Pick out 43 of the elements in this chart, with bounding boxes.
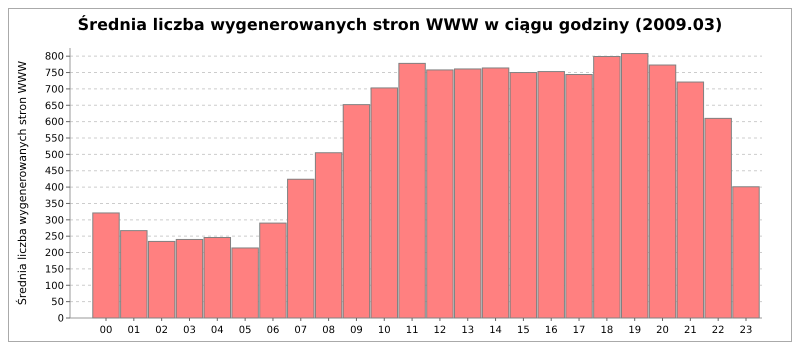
x-tick-label: 08 [322, 325, 335, 336]
x-tick-label: 17 [572, 325, 586, 336]
x-tick-label: 18 [600, 325, 614, 336]
x-tick-label: 01 [127, 325, 140, 336]
y-tick-label: 750 [44, 68, 64, 80]
y-tick-label: 150 [44, 264, 64, 276]
x-tick-label: 00 [100, 325, 112, 336]
y-tick-label: 800 [44, 52, 64, 63]
x-tick-label: 03 [183, 325, 196, 336]
y-tick-label: 400 [44, 182, 64, 194]
y-tick-label: 550 [44, 134, 64, 144]
y-tick-label: 250 [44, 232, 64, 243]
y-tick-label: 450 [44, 166, 64, 178]
x-tick-label: 06 [266, 325, 280, 336]
x-tick-label: 11 [406, 325, 418, 336]
x-tick-label: 05 [238, 325, 252, 336]
y-tick-label: 600 [44, 117, 64, 128]
y-tick-label: 500 [44, 150, 64, 161]
x-tick-label: 10 [378, 325, 391, 336]
x-tick-label: 04 [210, 325, 224, 336]
x-tick-label: 09 [350, 325, 363, 336]
x-tick-label: 07 [294, 325, 308, 336]
x-tick-label: 15 [517, 325, 530, 336]
y-tick-label: 700 [44, 84, 64, 96]
y-tick-label: 350 [44, 198, 64, 210]
y-axis-title: Średnia liczba wygenerowanych stron WWW [15, 60, 29, 306]
y-tick-label: 50 [51, 297, 64, 308]
x-tick-label: 19 [628, 325, 642, 336]
chart-title: Średnia liczba wygenerowanych stron WWW w ciągu godziny (2009.03) [78, 15, 722, 34]
x-tick-label: 13 [461, 325, 474, 336]
x-tick-label: 02 [155, 325, 168, 336]
x-tick-label: 16 [544, 325, 558, 336]
x-tick-label: 22 [712, 325, 725, 336]
x-tick-label: 14 [489, 325, 502, 336]
x-tick-label: 20 [656, 325, 669, 336]
x-tick-label: 23 [740, 325, 752, 336]
x-tick-label: 21 [684, 325, 697, 336]
y-tick-label: 300 [44, 215, 64, 226]
y-tick-label: 100 [44, 280, 64, 292]
y-tick-label: 0 [58, 314, 64, 324]
y-tick-label: 200 [44, 248, 64, 260]
x-tick-label: 12 [434, 325, 446, 336]
y-tick-label: 650 [44, 100, 64, 112]
